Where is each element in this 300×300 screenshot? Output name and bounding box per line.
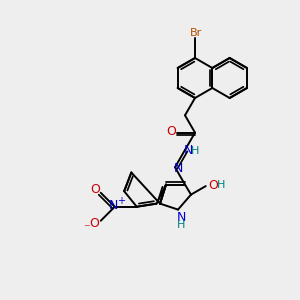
Text: ⁻: ⁻ — [83, 222, 90, 235]
Text: N: N — [176, 211, 186, 224]
Text: N: N — [183, 145, 193, 158]
Text: H: H — [217, 180, 225, 190]
Text: Br: Br — [190, 28, 202, 38]
Text: N: N — [173, 162, 183, 175]
Text: H: H — [191, 146, 199, 156]
Text: N: N — [109, 199, 119, 212]
Text: O: O — [90, 183, 100, 196]
Text: H: H — [177, 220, 185, 230]
Text: O: O — [166, 125, 176, 138]
Text: O: O — [208, 178, 218, 192]
Text: O: O — [89, 217, 99, 230]
Text: +: + — [117, 196, 125, 206]
